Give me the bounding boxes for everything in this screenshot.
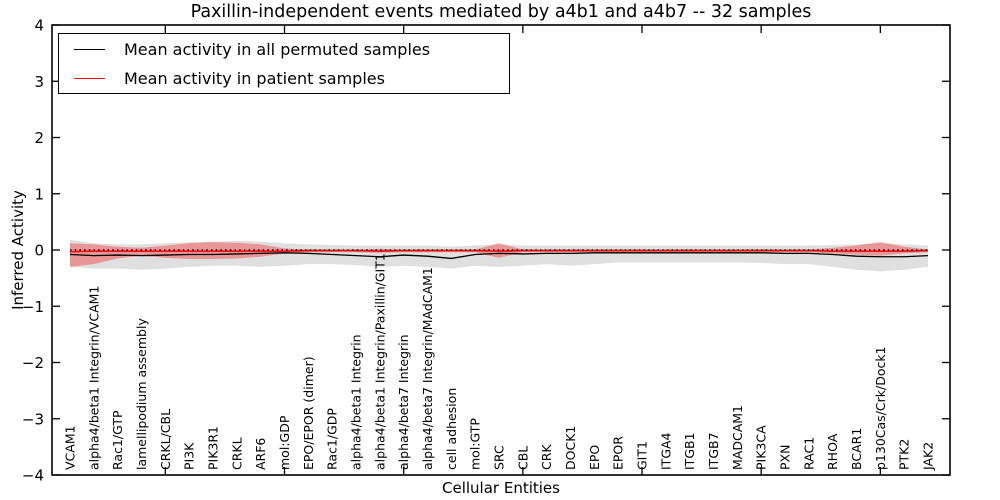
series-line-0 (69, 252, 929, 260)
x-tick-label: RAC1 (801, 437, 816, 470)
legend-entry-permuted: Mean activity in all permuted samples (59, 35, 509, 63)
y-tick-label: 3 (34, 73, 44, 91)
x-tick-label: alpha4/beta7 Integrin/MAdCAM1 (420, 267, 435, 470)
x-tick-label: PIK3R1 (206, 426, 221, 470)
x-tick-label: PIK3CA (754, 425, 769, 470)
x-tick-label: EPOR (611, 436, 626, 470)
y-tick-label: −1 (22, 298, 44, 316)
x-tick-label: PTK2 (897, 439, 912, 470)
x-tick-label: mol:GTP (468, 418, 483, 470)
x-tick-label: PXN (778, 445, 793, 470)
x-tick-label: Rac1/GDP (325, 408, 340, 470)
x-tick-label: alpha4/beta1 Integrin (349, 334, 364, 470)
patient-line-swatch (74, 77, 105, 79)
x-tick-label: Rac1/GTP (110, 410, 125, 470)
x-tick-label: ITGB1 (682, 432, 697, 470)
x-tick-label: RHOA (825, 433, 840, 470)
x-tick-label: mol:GDP (277, 415, 292, 470)
x-tick-label: lamellipodium assembly (134, 318, 149, 470)
x-tick-label: EPO/EPOR (dimer) (301, 356, 316, 470)
y-tick-label: −4 (22, 467, 44, 485)
y-tick-label: 4 (34, 17, 44, 35)
x-tick-label: alpha4/beta1 Integrin/Paxillin/GIT1 (372, 253, 387, 470)
x-tick-label: BCAR1 (849, 428, 864, 470)
x-tick-label: CRKL (229, 437, 244, 470)
y-tick-label: −2 (22, 354, 44, 372)
legend: Mean activity in all permuted samples Me… (58, 33, 510, 94)
legend-label: Mean activity in all permuted samples (124, 39, 431, 59)
permuted-line-swatch (74, 48, 105, 50)
y-tick-label: −3 (22, 410, 44, 428)
x-tick-label: ARF6 (253, 438, 268, 470)
x-tick-label: SRC (492, 445, 507, 470)
x-tick-label: CBL (515, 446, 530, 470)
x-tick-label: EPO (587, 445, 602, 470)
x-tick-label: CRKL/CBL (158, 409, 173, 470)
chart-title: Paxillin-independent events mediated by … (190, 2, 812, 22)
x-tick-label: ITGB7 (706, 432, 721, 470)
y-tick-label: 0 (34, 242, 44, 260)
x-tick-label: PI3K (182, 442, 197, 470)
band-patient-samples-range (70, 242, 928, 267)
x-tick-label: MADCAM1 (730, 405, 745, 470)
y-axis-label: Inferred Activity (9, 190, 27, 310)
legend-entry-patient: Mean activity in patient samples (59, 64, 509, 92)
x-tick-label: alpha4/beta7 Integrin (396, 334, 411, 470)
band-permuted-samples-range (70, 239, 928, 272)
x-tick-label: DOCK1 (563, 426, 578, 470)
y-tick-label: 1 (34, 185, 44, 203)
x-tick-label: GIT1 (635, 441, 650, 470)
x-tick-label: JAK2 (921, 442, 936, 471)
legend-label: Mean activity in patient samples (124, 68, 385, 88)
x-tick-label: p130Cas/Crk/Dock1 (873, 346, 888, 470)
x-tick-label: CRK (539, 444, 554, 470)
x-tick-label: ITGA4 (658, 432, 673, 470)
x-tick-label: cell adhesion (444, 388, 459, 470)
y-tick-label: 2 (34, 129, 44, 147)
x-axis-label: Cellular Entities (442, 479, 560, 497)
x-tick-label: alpha4/beta1 Integrin/VCAM1 (86, 286, 101, 470)
x-tick-label: VCAM1 (63, 425, 78, 470)
